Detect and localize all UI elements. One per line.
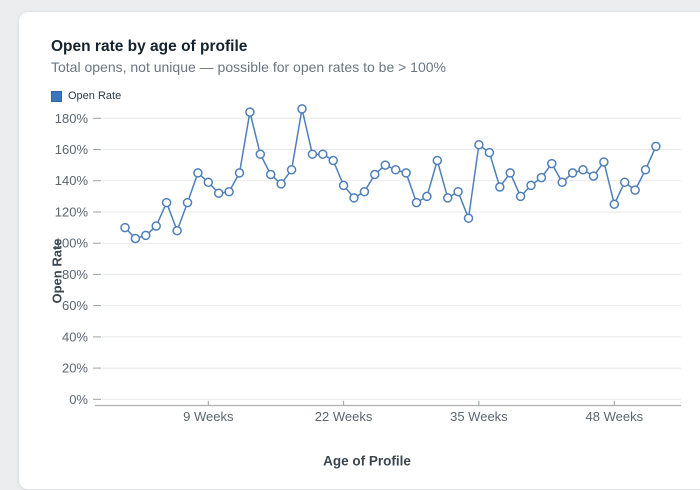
- data-point[interactable]: [318, 149, 328, 159]
- data-point[interactable]: [151, 221, 161, 231]
- chart-title: Open rate by age of profile: [51, 38, 248, 55]
- data-point[interactable]: [630, 185, 640, 195]
- y-tick-label: 160%: [55, 142, 89, 157]
- data-point[interactable]: [609, 199, 620, 209]
- data-point[interactable]: [203, 177, 214, 188]
- data-point[interactable]: [547, 158, 557, 169]
- data-point[interactable]: [557, 177, 567, 188]
- data-point[interactable]: [640, 165, 651, 175]
- data-point[interactable]: [422, 191, 432, 202]
- data-point[interactable]: [255, 149, 266, 159]
- y-tick-label: 40%: [62, 329, 88, 344]
- data-point[interactable]: [411, 197, 422, 208]
- data-point[interactable]: [567, 168, 578, 178]
- data-point[interactable]: [484, 147, 495, 158]
- data-point[interactable]: [182, 197, 193, 208]
- x-axis-title: Age of Profile: [323, 453, 411, 469]
- data-point[interactable]: [245, 107, 255, 117]
- data-point[interactable]: [193, 168, 203, 178]
- y-tick-label: 60%: [62, 298, 88, 313]
- data-point[interactable]: [328, 155, 338, 166]
- data-point[interactable]: [130, 233, 141, 244]
- data-point[interactable]: [224, 186, 234, 197]
- x-tick-label: 48 Weeks: [586, 409, 644, 424]
- data-point[interactable]: [495, 182, 505, 192]
- data-point[interactable]: [619, 177, 630, 188]
- data-point[interactable]: [265, 169, 276, 180]
- y-tick-label: 20%: [62, 361, 88, 376]
- data-point[interactable]: [307, 149, 318, 159]
- x-tick-label: 9 Weeks: [183, 409, 234, 424]
- data-point[interactable]: [588, 171, 599, 181]
- data-point[interactable]: [578, 165, 588, 175]
- legend-swatch-icon: [51, 90, 62, 102]
- legend-label: Open Rate: [68, 90, 122, 102]
- data-point[interactable]: [359, 186, 370, 197]
- data-point[interactable]: [432, 155, 443, 166]
- open-rate-line: [124, 108, 657, 240]
- chart-card: Open rate by age of profile Total opens,…: [18, 11, 700, 490]
- y-tick-label: 180%: [55, 111, 89, 126]
- y-tick-label: 140%: [55, 173, 89, 188]
- data-point[interactable]: [172, 225, 182, 236]
- data-point[interactable]: [505, 168, 515, 178]
- data-point[interactable]: [213, 188, 224, 198]
- data-point[interactable]: [276, 179, 286, 189]
- data-point[interactable]: [526, 180, 536, 191]
- y-tick-label: 80%: [62, 267, 88, 282]
- data-point[interactable]: [338, 180, 349, 191]
- data-point[interactable]: [651, 141, 661, 152]
- open-rate-line-chart: 0% 20% 40% 60% 80% 100% 120% 140% 160% 180% 9 Week…: [55, 104, 681, 424]
- data-point[interactable]: [536, 172, 547, 183]
- data-point[interactable]: [380, 160, 391, 170]
- x-tick-label: 35 Weeks: [450, 409, 508, 424]
- y-tick-label: 120%: [55, 205, 89, 220]
- data-point[interactable]: [349, 193, 359, 203]
- data-point[interactable]: [120, 222, 130, 233]
- data-point[interactable]: [599, 157, 609, 167]
- data-point[interactable]: [286, 165, 297, 175]
- data-point[interactable]: [474, 140, 484, 150]
- x-tick-label: 22 Weeks: [315, 409, 373, 424]
- data-point[interactable]: [370, 169, 380, 180]
- data-point[interactable]: [442, 193, 453, 203]
- data-point[interactable]: [463, 213, 474, 223]
- chart-subtitle: Total opens, not unique — possible for o…: [51, 59, 446, 75]
- data-point[interactable]: [141, 230, 151, 241]
- data-point[interactable]: [297, 104, 307, 114]
- data-point[interactable]: [390, 165, 401, 175]
- data-point[interactable]: [401, 168, 411, 178]
- data-point[interactable]: [161, 197, 172, 208]
- data-point[interactable]: [453, 186, 463, 197]
- data-point[interactable]: [515, 191, 526, 202]
- legend-item-open-rate[interactable]: Open Rate: [51, 90, 121, 102]
- y-tick-label: 100%: [55, 236, 89, 251]
- data-point[interactable]: [234, 168, 245, 178]
- y-tick-label: 0%: [69, 392, 88, 407]
